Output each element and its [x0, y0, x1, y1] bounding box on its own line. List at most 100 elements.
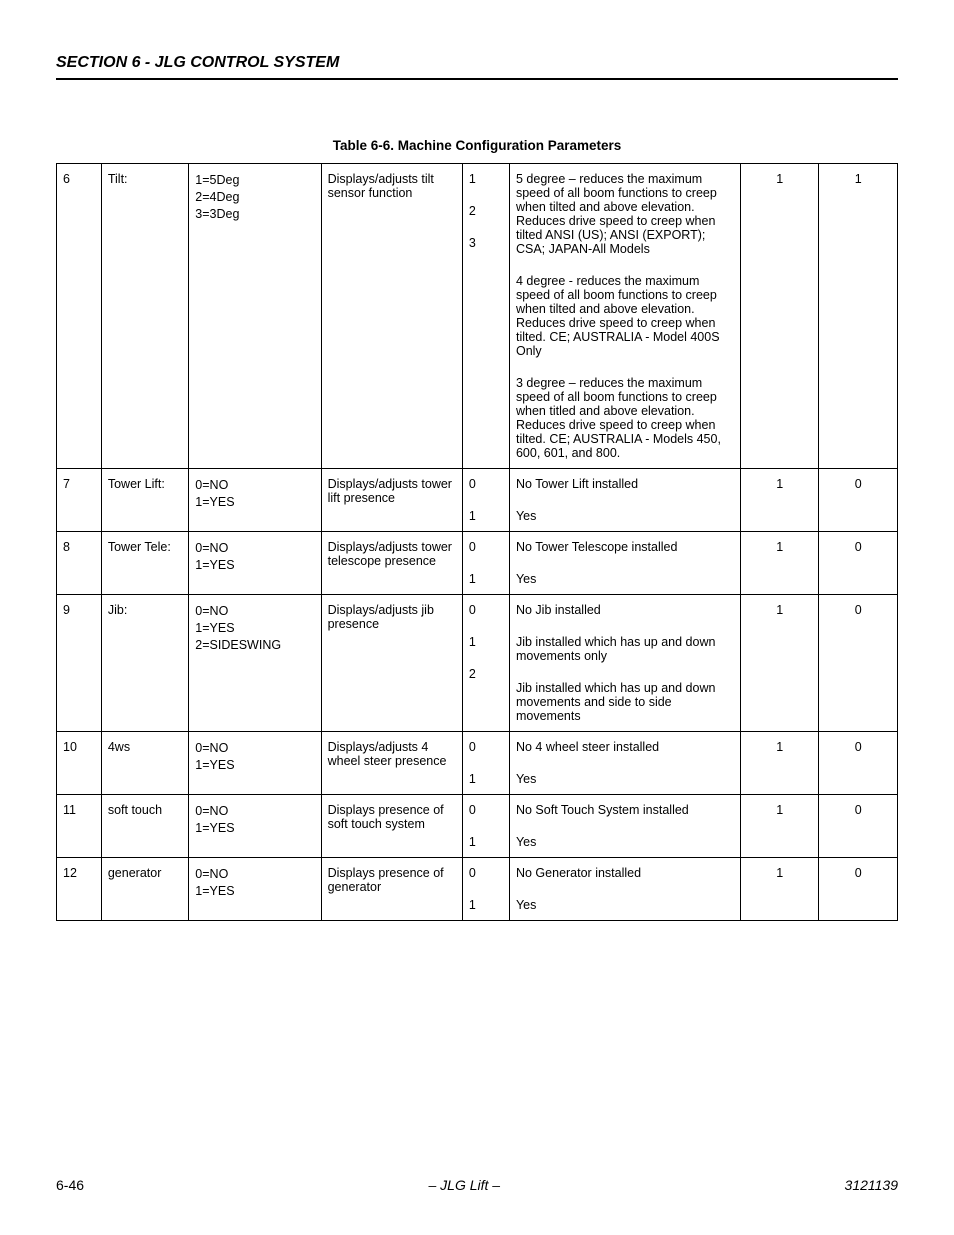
section-header: SECTION 6 - JLG CONTROL SYSTEM	[56, 54, 898, 80]
footer-page-number: 6-46	[56, 1177, 84, 1193]
option-value: No 4 wheel steer installed	[516, 740, 734, 754]
option-value: Yes	[516, 509, 734, 523]
option-key: 3	[469, 236, 503, 250]
cell-param-function: Displays/adjusts tower telescope presenc…	[321, 532, 462, 595]
cell-reserved-2: 0	[819, 595, 898, 732]
cell-param-function: Displays presence of generator	[321, 858, 462, 921]
cell-param-name: 4ws	[101, 732, 188, 795]
cell-param-values: 0=NO 1=YES	[189, 858, 321, 921]
cell-option-keys: 01	[462, 795, 509, 858]
table-row: 8Tower Tele:0=NO 1=YESDisplays/adjusts t…	[57, 532, 898, 595]
cell-reserved-2: 0	[819, 469, 898, 532]
cell-param-values: 0=NO 1=YES	[189, 795, 321, 858]
cell-reserved-1: 1	[740, 595, 818, 732]
cell-param-number: 8	[57, 532, 102, 595]
cell-option-keys: 0 1 2	[462, 595, 509, 732]
cell-param-function: Displays presence of soft touch system	[321, 795, 462, 858]
cell-param-number: 9	[57, 595, 102, 732]
option-key: 0	[469, 803, 503, 817]
cell-reserved-1: 1	[740, 858, 818, 921]
option-value: No Tower Lift installed	[516, 477, 734, 491]
table-row: 6Tilt:1=5Deg 2=4Deg 3=3DegDisplays/adjus…	[57, 164, 898, 469]
cell-param-name: Tilt:	[101, 164, 188, 469]
cell-param-values: 1=5Deg 2=4Deg 3=3Deg	[189, 164, 321, 469]
option-key: 1	[469, 509, 503, 523]
cell-param-name: Jib:	[101, 595, 188, 732]
cell-option-keys: 1 2 3	[462, 164, 509, 469]
option-key: 2	[469, 204, 503, 218]
cell-option-values: No Tower Lift installed Yes	[509, 469, 740, 532]
cell-option-values: No Soft Touch System installed Yes	[509, 795, 740, 858]
option-value: No Soft Touch System installed	[516, 803, 734, 817]
cell-reserved-2: 1	[819, 164, 898, 469]
cell-option-keys: 01	[462, 732, 509, 795]
option-key: 0	[469, 866, 503, 880]
option-value: Yes	[516, 772, 734, 786]
option-value: Jib installed which has up and down move…	[516, 635, 734, 663]
cell-reserved-2: 0	[819, 858, 898, 921]
option-key: 0	[469, 740, 503, 754]
cell-param-name: Tower Tele:	[101, 532, 188, 595]
cell-reserved-1: 1	[740, 532, 818, 595]
cell-param-values: 0=NO 1=YES	[189, 732, 321, 795]
cell-param-values: 0=NO 1=YES	[189, 532, 321, 595]
footer-doc-number: 3121139	[845, 1177, 898, 1193]
page-footer: 6-46 – JLG Lift – 3121139	[56, 1177, 898, 1193]
option-value: 4 degree - reduces the maximum speed of …	[516, 274, 734, 358]
option-key: 1	[469, 835, 503, 849]
option-key: 2	[469, 667, 503, 681]
cell-param-name: generator	[101, 858, 188, 921]
option-key: 1	[469, 772, 503, 786]
footer-center: – JLG Lift –	[428, 1177, 500, 1193]
cell-param-number: 6	[57, 164, 102, 469]
option-value: No Tower Telescope installed	[516, 540, 734, 554]
cell-param-values: 0=NO 1=YES 2=SIDESWING	[189, 595, 321, 732]
cell-param-values: 0=NO 1=YES	[189, 469, 321, 532]
cell-param-name: soft touch	[101, 795, 188, 858]
table-row: 104ws0=NO 1=YESDisplays/adjusts 4 wheel …	[57, 732, 898, 795]
option-key: 0	[469, 477, 503, 491]
option-value: 3 degree – reduces the maximum speed of …	[516, 376, 734, 460]
cell-reserved-2: 0	[819, 795, 898, 858]
option-key: 0	[469, 603, 503, 617]
cell-option-keys: 01	[462, 858, 509, 921]
cell-reserved-2: 0	[819, 532, 898, 595]
cell-reserved-1: 1	[740, 732, 818, 795]
table-row: 11soft touch0=NO 1=YESDisplays presence …	[57, 795, 898, 858]
cell-option-values: 5 degree – reduces the maximum speed of …	[509, 164, 740, 469]
cell-reserved-1: 1	[740, 795, 818, 858]
option-key: 1	[469, 635, 503, 649]
option-key: 0	[469, 540, 503, 554]
cell-option-keys: 01	[462, 469, 509, 532]
option-key: 1	[469, 572, 503, 586]
cell-param-name: Tower Lift:	[101, 469, 188, 532]
table-row: 7Tower Lift:0=NO 1=YESDisplays/adjusts t…	[57, 469, 898, 532]
cell-param-number: 11	[57, 795, 102, 858]
page: SECTION 6 - JLG CONTROL SYSTEM Table 6-6…	[0, 0, 954, 1235]
cell-param-function: Displays/adjusts tilt sensor function	[321, 164, 462, 469]
cell-param-number: 12	[57, 858, 102, 921]
option-key: 1	[469, 172, 503, 186]
cell-option-keys: 01	[462, 532, 509, 595]
cell-option-values: No Tower Telescope installed Yes	[509, 532, 740, 595]
cell-reserved-1: 1	[740, 469, 818, 532]
cell-param-number: 10	[57, 732, 102, 795]
option-value: Yes	[516, 898, 734, 912]
cell-reserved-1: 1	[740, 164, 818, 469]
option-value: Yes	[516, 572, 734, 586]
cell-option-values: No 4 wheel steer installed Yes	[509, 732, 740, 795]
cell-option-values: No Jib installed Jib installed which has …	[509, 595, 740, 732]
cell-param-function: Displays/adjusts jib presence	[321, 595, 462, 732]
config-table: 6Tilt:1=5Deg 2=4Deg 3=3DegDisplays/adjus…	[56, 163, 898, 921]
option-value: No Generator installed	[516, 866, 734, 880]
option-value: 5 degree – reduces the maximum speed of …	[516, 172, 734, 256]
option-value: No Jib installed	[516, 603, 734, 617]
option-value: Yes	[516, 835, 734, 849]
table-title: Table 6-6. Machine Configuration Paramet…	[56, 138, 898, 153]
cell-param-number: 7	[57, 469, 102, 532]
option-value: Jib installed which has up and down move…	[516, 681, 734, 723]
table-row: 9Jib:0=NO 1=YES 2=SIDESWINGDisplays/adju…	[57, 595, 898, 732]
cell-option-values: No Generator installed Yes	[509, 858, 740, 921]
option-key: 1	[469, 898, 503, 912]
cell-reserved-2: 0	[819, 732, 898, 795]
